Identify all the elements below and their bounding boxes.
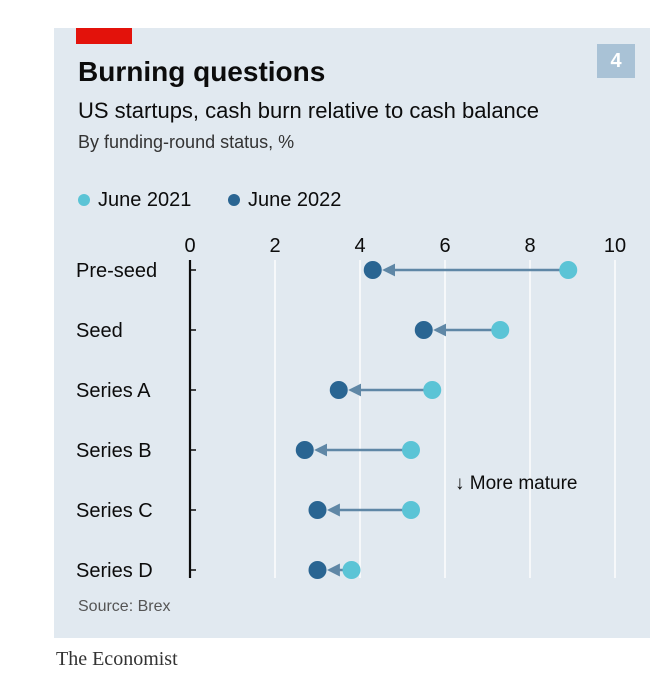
dot-june-2021 <box>342 561 361 579</box>
category-label: Pre-seed <box>76 260 157 282</box>
chart-title: Burning questions <box>78 56 326 87</box>
legend-dot-june-2021 <box>78 194 90 206</box>
dot-june-2021 <box>402 441 420 459</box>
legend-item-june-2022: June 2022 <box>228 186 341 214</box>
legend-label-june-2022: June 2022 <box>248 189 342 211</box>
x-tick-label: 6 <box>439 235 450 257</box>
chart-panel <box>54 28 650 638</box>
category-label: Series D <box>76 560 153 582</box>
category-label: Series C <box>76 500 153 522</box>
dot-june-2021 <box>559 261 578 279</box>
dot-june-2021 <box>402 501 420 519</box>
chart-number-badge: 4 <box>597 44 635 78</box>
x-tick-label: 10 <box>604 235 626 257</box>
brand-red-tag <box>76 28 132 44</box>
category-label: Seed <box>76 320 123 342</box>
source-note: Source: Brex <box>78 598 171 615</box>
dot-june-2022 <box>295 441 314 459</box>
category-label: Series B <box>76 440 152 462</box>
x-tick-label: 4 <box>354 235 365 257</box>
dot-june-2021 <box>491 321 510 339</box>
dot-arrow-chart: 0 2 4 6 8 10 Pre-seed Seed Series A Series B Seri… <box>76 235 626 582</box>
dot-june-2022 <box>414 321 433 339</box>
chart-subtitle: US startups, cash burn relative to cash … <box>78 98 540 123</box>
publisher-name: The Economist <box>56 648 178 670</box>
chart-unit-note: By funding-round status, % <box>78 132 295 152</box>
x-tick-label: 8 <box>524 235 535 257</box>
dot-june-2022 <box>308 561 327 579</box>
dot-june-2022 <box>329 381 348 399</box>
legend-label-june-2021: June 2021 <box>98 189 192 211</box>
x-tick-label: 2 <box>269 235 280 257</box>
more-mature-annotation: ↓ More mature <box>455 473 577 494</box>
legend-item-june-2021: June 2021 <box>78 186 191 214</box>
legend-dot-june-2022 <box>228 194 240 206</box>
dot-june-2021 <box>423 381 442 399</box>
dot-june-2022 <box>363 261 382 279</box>
x-tick-label: 0 <box>184 235 195 257</box>
dot-june-2022 <box>308 501 327 519</box>
category-label: Series A <box>76 380 151 402</box>
